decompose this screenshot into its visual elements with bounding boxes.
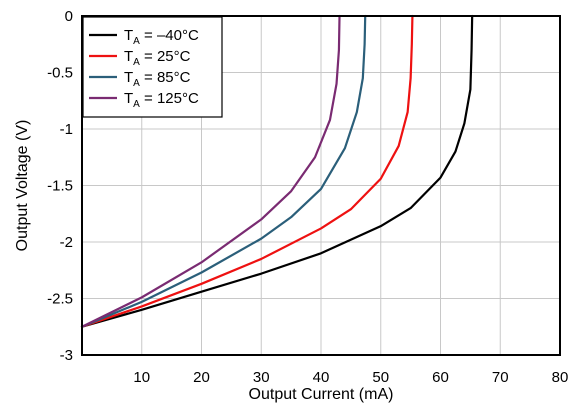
x-tick-label: 60 [432,369,449,386]
legend-box [82,16,223,118]
y-tick-label: -1.5 [47,178,73,195]
y-tick-label: 0 [65,8,73,25]
x-tick-label: 10 [133,369,150,386]
legend: TA = –40°CTA = 25°CTA = 85°CTA = 125°C [82,16,223,118]
series-line-1 [80,14,474,328]
legend-label: TA = 85°C [124,69,191,89]
y-tick-label: -3 [60,347,73,364]
x-tick-label: 20 [193,369,210,386]
plot-frame [81,15,561,356]
grid [82,15,561,356]
series-line-4 [80,14,341,328]
x-tick-label: 40 [313,369,330,386]
plot-series [80,14,474,328]
y-axis-title: Output Voltage (V) [14,120,31,252]
tick-labels: 10 20 30 40 50 60 70 80 0 -0.5 -1 -1.5 -2 -2.5 -3 [47,8,568,386]
legend-label: TA = 125°C [124,90,199,110]
y-tick-label: -2 [60,234,73,251]
x-tick-label: 30 [253,369,270,386]
legend-label: TA = 25°C [124,48,191,68]
y-tick-label: -1 [60,121,73,138]
x-tick-label: 50 [372,369,389,386]
series-line-3 [80,14,367,328]
y-tick-label: -2.5 [47,291,73,308]
legend-label: TA = –40°C [124,27,199,47]
y-tick-label: -0.5 [47,65,73,82]
x-tick-label: 80 [552,369,569,386]
series-line-2 [80,14,414,328]
x-axis-title: Output Current (mA) [249,386,394,403]
x-tick-label: 70 [492,369,509,386]
